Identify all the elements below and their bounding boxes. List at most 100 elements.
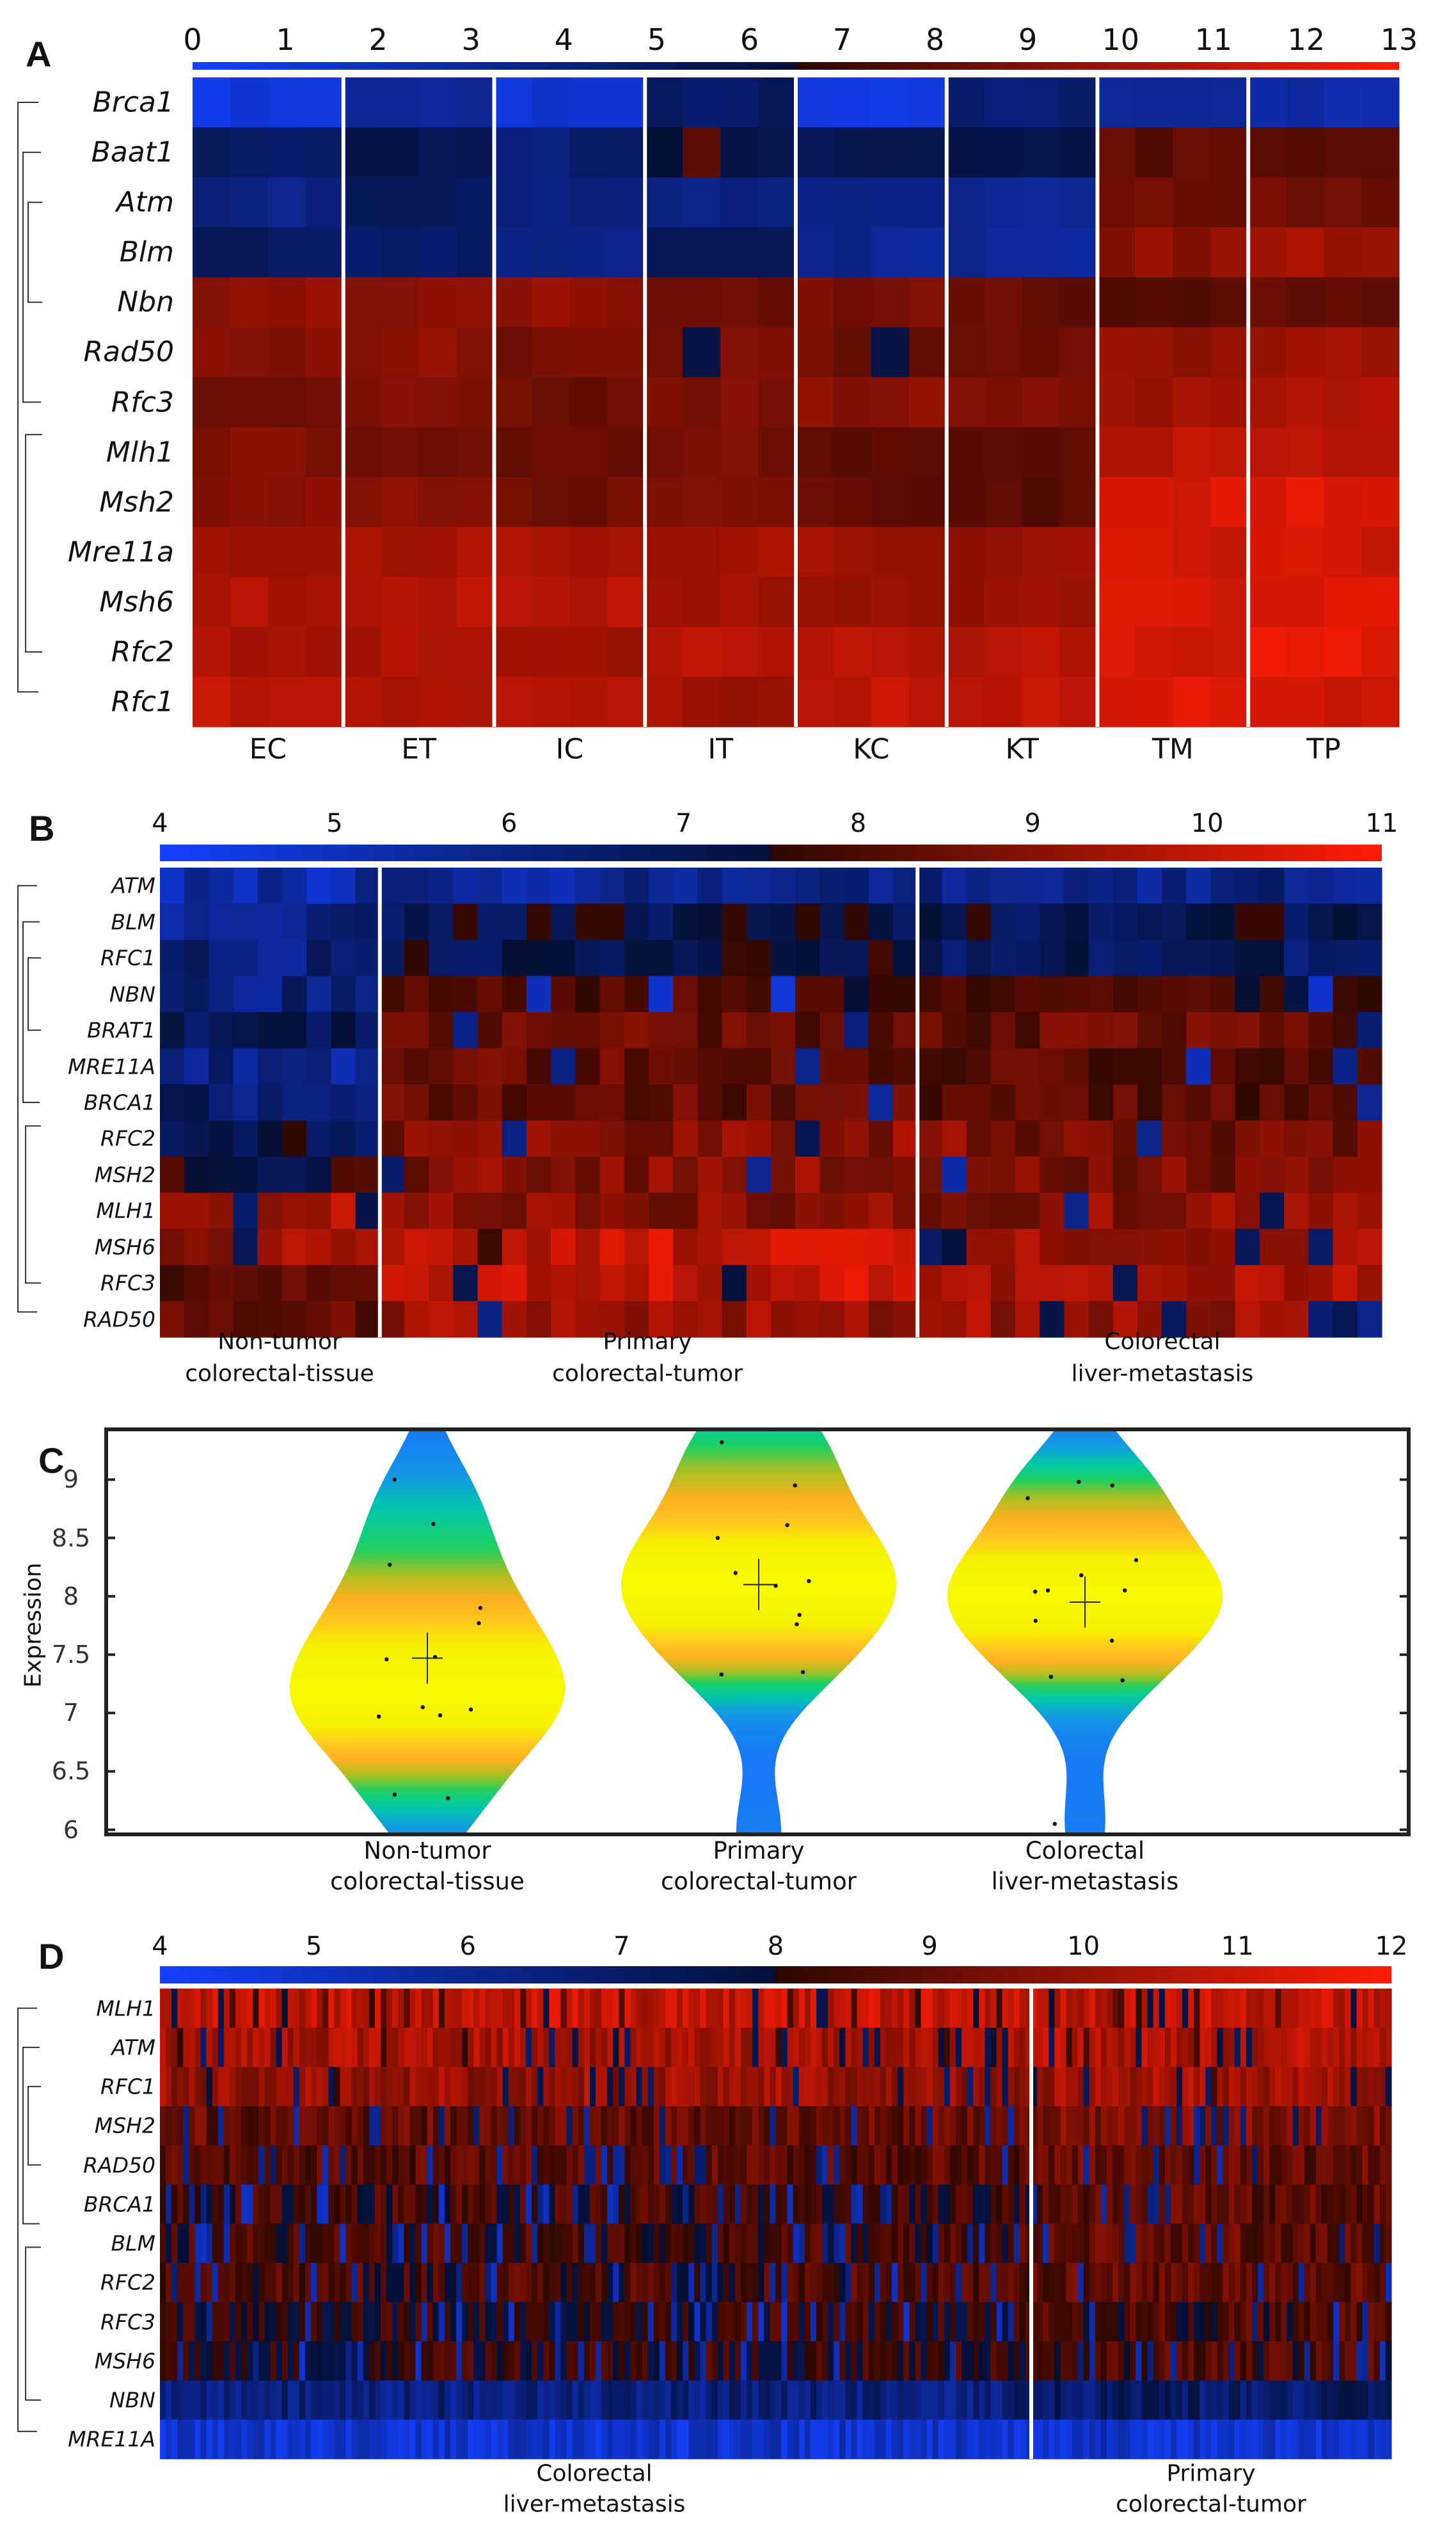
heatmap-cell bbox=[1228, 2184, 1235, 2225]
heatmap-cell bbox=[473, 2067, 480, 2107]
heatmap-cell bbox=[607, 576, 645, 628]
heatmap-cell bbox=[764, 2184, 771, 2225]
heatmap-cell bbox=[193, 177, 231, 228]
heatmap-cell bbox=[1059, 327, 1098, 378]
heatmap-cell bbox=[822, 2419, 828, 2460]
heatmap-cell bbox=[317, 2302, 323, 2342]
heatmap-cell bbox=[282, 1228, 307, 1266]
heatmap-cell bbox=[241, 2028, 248, 2068]
heatmap-cell bbox=[1170, 2067, 1177, 2107]
heatmap-cell bbox=[747, 2106, 753, 2146]
heatmap-cell bbox=[1112, 1301, 1138, 1338]
heatmap-cell bbox=[264, 2419, 271, 2460]
heatmap-cell bbox=[1263, 2145, 1270, 2185]
heatmap-cell bbox=[177, 2106, 184, 2146]
heatmap-cell bbox=[334, 2184, 341, 2225]
heatmap-cell bbox=[1210, 427, 1249, 478]
heatmap-cell bbox=[642, 2262, 649, 2303]
heatmap-cell bbox=[893, 976, 918, 1013]
heatmap-cell bbox=[1350, 1989, 1357, 2028]
heatmap-cell bbox=[1298, 2262, 1305, 2303]
colorbar-tick-label: 7 bbox=[613, 1932, 630, 1961]
heatmap-cell bbox=[673, 1156, 698, 1193]
heatmap-cell bbox=[183, 2184, 189, 2225]
heatmap-cell bbox=[868, 2341, 875, 2381]
heatmap-cell bbox=[1263, 2028, 1270, 2068]
heatmap-cell bbox=[944, 2380, 951, 2420]
heatmap-cell bbox=[526, 2184, 532, 2225]
heatmap-cell bbox=[607, 477, 645, 528]
heatmap-cell bbox=[673, 903, 698, 941]
heatmap-cell bbox=[822, 2184, 828, 2225]
heatmap-cell bbox=[1124, 2184, 1130, 2225]
heatmap-cell bbox=[532, 2302, 538, 2342]
heatmap-cell bbox=[1211, 2145, 1218, 2185]
heatmap-cell bbox=[819, 868, 845, 905]
heatmap-cell bbox=[619, 2106, 626, 2146]
heatmap-cell bbox=[1246, 2028, 1253, 2068]
heatmap-cell bbox=[613, 2106, 619, 2146]
heatmap-cell bbox=[381, 2106, 387, 2146]
heatmap-cell bbox=[1013, 2341, 1020, 2381]
heatmap-cell bbox=[1210, 527, 1249, 578]
heatmap-cell bbox=[494, 277, 533, 328]
heatmap-cell bbox=[1260, 1048, 1285, 1085]
heatmap-cell bbox=[938, 2380, 945, 2420]
heatmap-cell bbox=[898, 2067, 904, 2107]
heatmap-cell bbox=[871, 576, 910, 628]
heatmap-cell bbox=[697, 1084, 723, 1121]
heatmap-cell bbox=[247, 2184, 253, 2225]
heatmap-cell bbox=[798, 2028, 805, 2068]
heatmap-cell bbox=[1186, 1156, 1212, 1193]
heatmap-cell bbox=[1107, 2419, 1113, 2460]
heatmap-cell bbox=[479, 2223, 486, 2264]
heatmap-cell bbox=[230, 77, 269, 128]
gene-label: RFC3 bbox=[100, 1270, 155, 1296]
heatmap-cell bbox=[282, 939, 307, 976]
heatmap-cell bbox=[235, 2184, 242, 2225]
heatmap-cell bbox=[1188, 2262, 1194, 2303]
heatmap-cell bbox=[1333, 976, 1358, 1013]
heatmap-cell bbox=[601, 1989, 608, 2028]
heatmap-cell bbox=[893, 1084, 918, 1121]
heatmap-cell bbox=[194, 2028, 202, 2068]
heatmap-cell bbox=[355, 1120, 381, 1157]
heatmap-cell bbox=[543, 2380, 550, 2420]
heatmap-cell bbox=[355, 1048, 381, 1085]
heatmap-cell bbox=[1037, 2302, 1043, 2342]
heatmap-cell bbox=[253, 1989, 259, 2028]
heatmap-cell bbox=[926, 2145, 933, 2185]
heatmap-cell bbox=[293, 2419, 300, 2460]
heatmap-cell bbox=[722, 939, 747, 976]
heatmap-cell bbox=[1368, 2145, 1375, 2185]
heatmap-cell bbox=[429, 1265, 454, 1302]
heatmap-cell bbox=[1170, 2419, 1177, 2460]
heatmap-cell bbox=[1345, 1989, 1352, 2028]
heatmap-cell bbox=[1252, 2067, 1258, 2107]
heatmap-cell bbox=[1284, 1084, 1309, 1121]
heatmap-cell bbox=[1210, 626, 1249, 678]
heatmap-cell bbox=[1379, 2145, 1386, 2185]
heatmap-cell bbox=[1310, 2028, 1317, 2068]
colorbar-tick-label: 11 bbox=[1365, 809, 1398, 838]
heatmap-cell bbox=[189, 2380, 196, 2420]
heatmap-cell bbox=[1141, 2067, 1148, 2107]
heatmap-cell bbox=[415, 2419, 422, 2460]
heatmap-cell bbox=[386, 2028, 393, 2068]
heatmap-cell bbox=[979, 1989, 985, 2028]
heatmap-cell bbox=[1173, 227, 1211, 278]
heatmap-cell bbox=[282, 1301, 307, 1338]
heatmap-cell bbox=[270, 2419, 277, 2460]
heatmap-cell bbox=[984, 626, 1023, 678]
heatmap-cell bbox=[996, 2302, 1003, 2342]
heatmap-cell bbox=[1275, 2145, 1282, 2185]
group-label: Colorectal bbox=[1104, 1328, 1221, 1355]
heatmap-cell bbox=[758, 2380, 764, 2420]
data-point bbox=[719, 1672, 724, 1677]
heatmap-cell bbox=[572, 2341, 579, 2381]
heatmap-cell bbox=[665, 1989, 672, 2028]
heatmap-cell bbox=[1025, 2145, 1032, 2185]
heatmap-cell bbox=[355, 868, 381, 905]
heatmap-cell bbox=[1379, 2106, 1386, 2146]
heatmap-cell bbox=[241, 2341, 248, 2381]
